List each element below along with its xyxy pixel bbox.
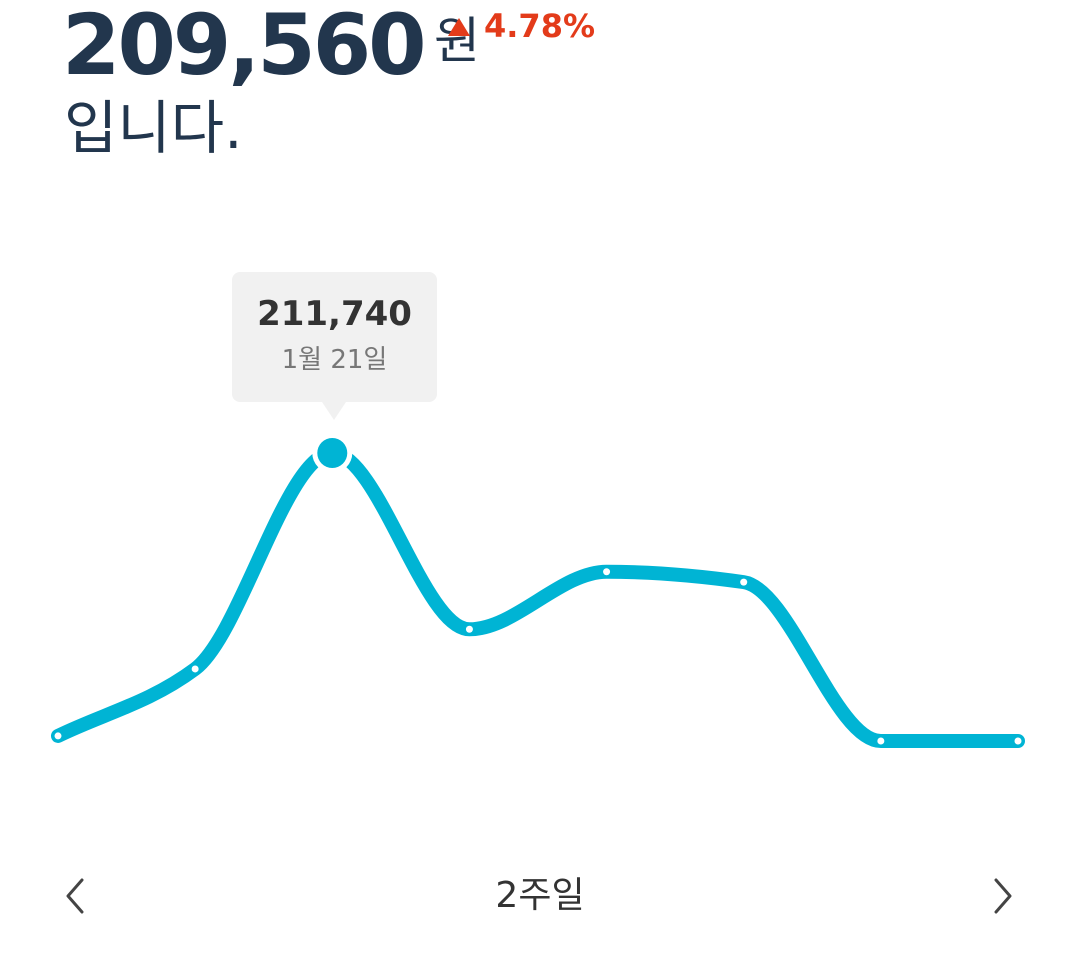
data-point[interactable] [465,625,473,633]
highlight-point[interactable] [317,438,348,468]
triangle-up-icon [448,18,470,36]
price-suffix: 입니다. [64,94,243,162]
data-point[interactable] [603,568,611,576]
data-point[interactable] [54,732,62,740]
current-price: 209,560 [62,0,427,94]
data-point[interactable] [191,665,199,673]
chevron-left-icon [66,878,84,914]
data-point[interactable] [877,737,885,745]
previous-period-button[interactable] [50,868,100,924]
data-point[interactable] [1014,737,1022,745]
tooltip-date: 1월 21일 [281,345,388,375]
period-selector[interactable]: 2주일 [495,875,585,916]
next-period-button[interactable] [978,868,1028,924]
chart-tooltip: 211,740 1월 21일 [232,272,437,420]
tooltip-value: 211,740 [257,294,412,334]
price-series-line [51,446,1025,749]
price-change-percent: 4.78% [484,7,596,45]
price-change: 4.78% [448,4,595,48]
chevron-right-icon [994,878,1012,914]
data-point[interactable] [740,578,748,586]
